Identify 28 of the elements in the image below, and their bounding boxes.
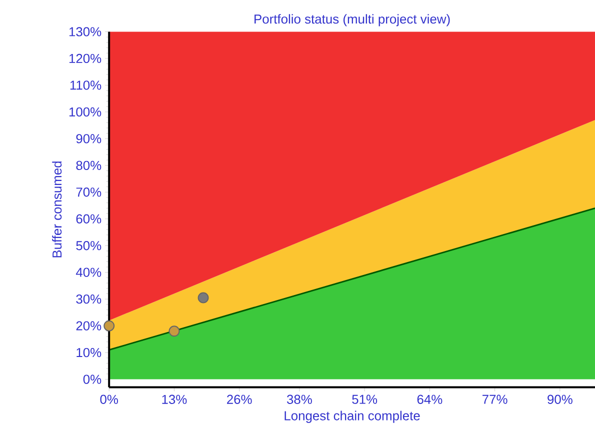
point: [168, 326, 180, 337]
y-tick-label: 10%: [76, 348, 102, 358]
chart-title: Portfolio status (multi project view): [254, 14, 450, 26]
point: [198, 292, 209, 304]
y-tick-label: 0%: [83, 374, 102, 384]
y-tick-label: 90%: [76, 134, 102, 144]
x-tick-label: 13%: [162, 394, 187, 404]
y-tick-label: 50%: [76, 241, 102, 250]
y-tick-label: 100%: [69, 107, 102, 117]
y-tick-label: 60%: [76, 214, 102, 224]
y-axis-title: Buffer consumed: [52, 162, 62, 258]
y-tick-label: 40%: [76, 268, 102, 277]
y-tick-label: 120%: [69, 54, 102, 64]
y-tick-label: 130%: [69, 27, 102, 36]
y-tick-label: 80%: [76, 160, 102, 170]
x-tick-label: 90%: [548, 394, 572, 404]
point: [104, 320, 115, 332]
x-axis-title: Longest chain complete: [284, 410, 420, 423]
x-tick-label: 38%: [286, 394, 312, 404]
y-tick-label: 30%: [76, 294, 102, 304]
x-tick-label: 0%: [100, 394, 118, 404]
x-tick-label: 77%: [482, 394, 508, 404]
x-tick-label: 64%: [417, 394, 442, 404]
x-tick-label: 51%: [352, 394, 378, 404]
y-tick-label: 110%: [70, 80, 102, 90]
x-tick-label: 26%: [227, 394, 252, 404]
y-tick-label: 70%: [76, 188, 102, 197]
y-tick-label: 20%: [76, 321, 102, 330]
